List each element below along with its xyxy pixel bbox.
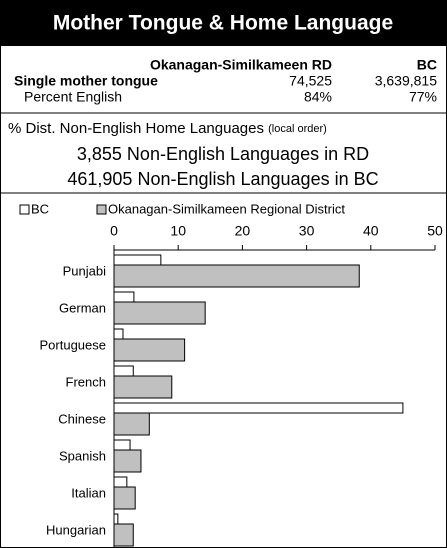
bar (113, 402, 404, 414)
legend-swatch (96, 204, 107, 215)
bar (113, 449, 142, 473)
row-label: Percent English (24, 89, 122, 105)
y-tick-label: German (59, 300, 106, 315)
cell: 84% (304, 89, 332, 105)
x-tick-label: 0 (110, 223, 118, 239)
bar (113, 412, 150, 436)
x-tick-label: 40 (363, 223, 379, 239)
x-tick-label: 50 (427, 223, 443, 239)
bar (113, 291, 135, 303)
y-tick-label: Spanish (59, 448, 106, 463)
y-tick-label: Chinese (58, 411, 106, 426)
row-label: Single mother tongue (14, 73, 158, 89)
bar (113, 439, 131, 451)
cell: 77% (409, 89, 437, 105)
cell: 74,525 (289, 73, 332, 89)
summary-line: 3,855 Non-English Languages in RD (77, 144, 369, 164)
bar (113, 476, 128, 488)
header-title: Mother Tongue & Home Language (53, 12, 393, 35)
column-header: BC (417, 57, 437, 73)
x-tick-label: 30 (299, 223, 315, 239)
heading: % Dist. Non-English Home Languages (8, 120, 264, 137)
column-header: Okanagan-Similkameen RD (150, 57, 332, 73)
legend-label: BC (31, 201, 49, 216)
y-tick-label: French (66, 374, 106, 389)
note: (local order) (268, 123, 327, 135)
y-tick-label: Portuguese (40, 337, 107, 352)
header-bar (0, 0, 447, 46)
y-tick-label: Hungarian (46, 522, 106, 537)
bar (113, 328, 124, 340)
bar (113, 486, 136, 510)
bar (113, 301, 206, 325)
bar (113, 365, 134, 377)
bar (113, 254, 162, 266)
x-tick-label: 10 (170, 223, 186, 239)
bar (113, 523, 134, 547)
bar (113, 338, 186, 362)
x-tick-label: 20 (235, 223, 251, 239)
bar (113, 513, 119, 525)
cell: 3,639,815 (375, 73, 437, 89)
y-tick-label: Punjabi (63, 263, 106, 278)
summary-line: 461,905 Non-English Languages in BC (67, 169, 378, 189)
y-tick-label: Italian (71, 485, 106, 500)
legend-swatch (19, 204, 30, 215)
legend-label: Okanagan-Similkameen Regional District (108, 201, 345, 216)
bar (113, 264, 360, 288)
summary-heading: % Dist. Non-English Home Languages (loca… (8, 120, 327, 137)
bar (113, 375, 173, 399)
